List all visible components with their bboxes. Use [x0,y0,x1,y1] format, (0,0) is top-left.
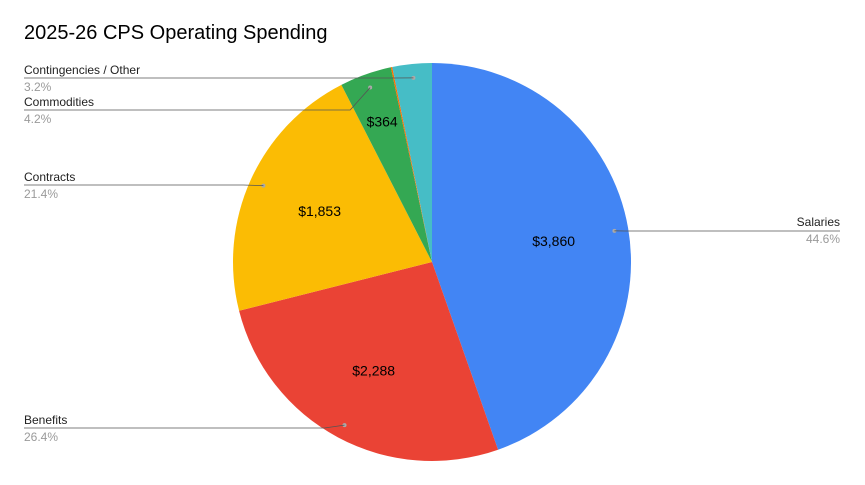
label-name-contingencies-other: Contingencies / Other [24,63,140,77]
chart-title: 2025-26 CPS Operating Spending [24,22,328,44]
label-name-commodities: Commodities [24,95,94,109]
leader-line-contracts [24,184,264,187]
pie-slice-slice-4 [390,67,432,262]
value-label-salaries: $3,860 [532,233,575,249]
pie-slice-commodities [341,67,432,262]
value-label-contracts: $1,853 [298,203,341,219]
label-name-contracts: Contracts [24,170,75,184]
value-label-commodities: $364 [367,113,398,129]
label-percent-contracts: 21.4% [24,187,58,201]
label-name-salaries: Salaries [797,215,840,229]
pie-slice-benefits [239,262,499,461]
leader-line-commodities [24,87,371,111]
pie-slice-contingencies-other [392,63,432,262]
pie-slice-contracts [233,84,432,311]
label-percent-contingencies-other: 3.2% [24,80,52,94]
label-percent-benefits: 26.4% [24,430,58,444]
label-percent-commodities: 4.2% [24,112,52,126]
value-label-benefits: $2,288 [352,363,395,379]
label-name-benefits: Benefits [24,413,67,427]
pie-slice-salaries [432,63,632,450]
label-percent-salaries: 44.6% [806,232,840,246]
leader-line-benefits [24,424,345,429]
